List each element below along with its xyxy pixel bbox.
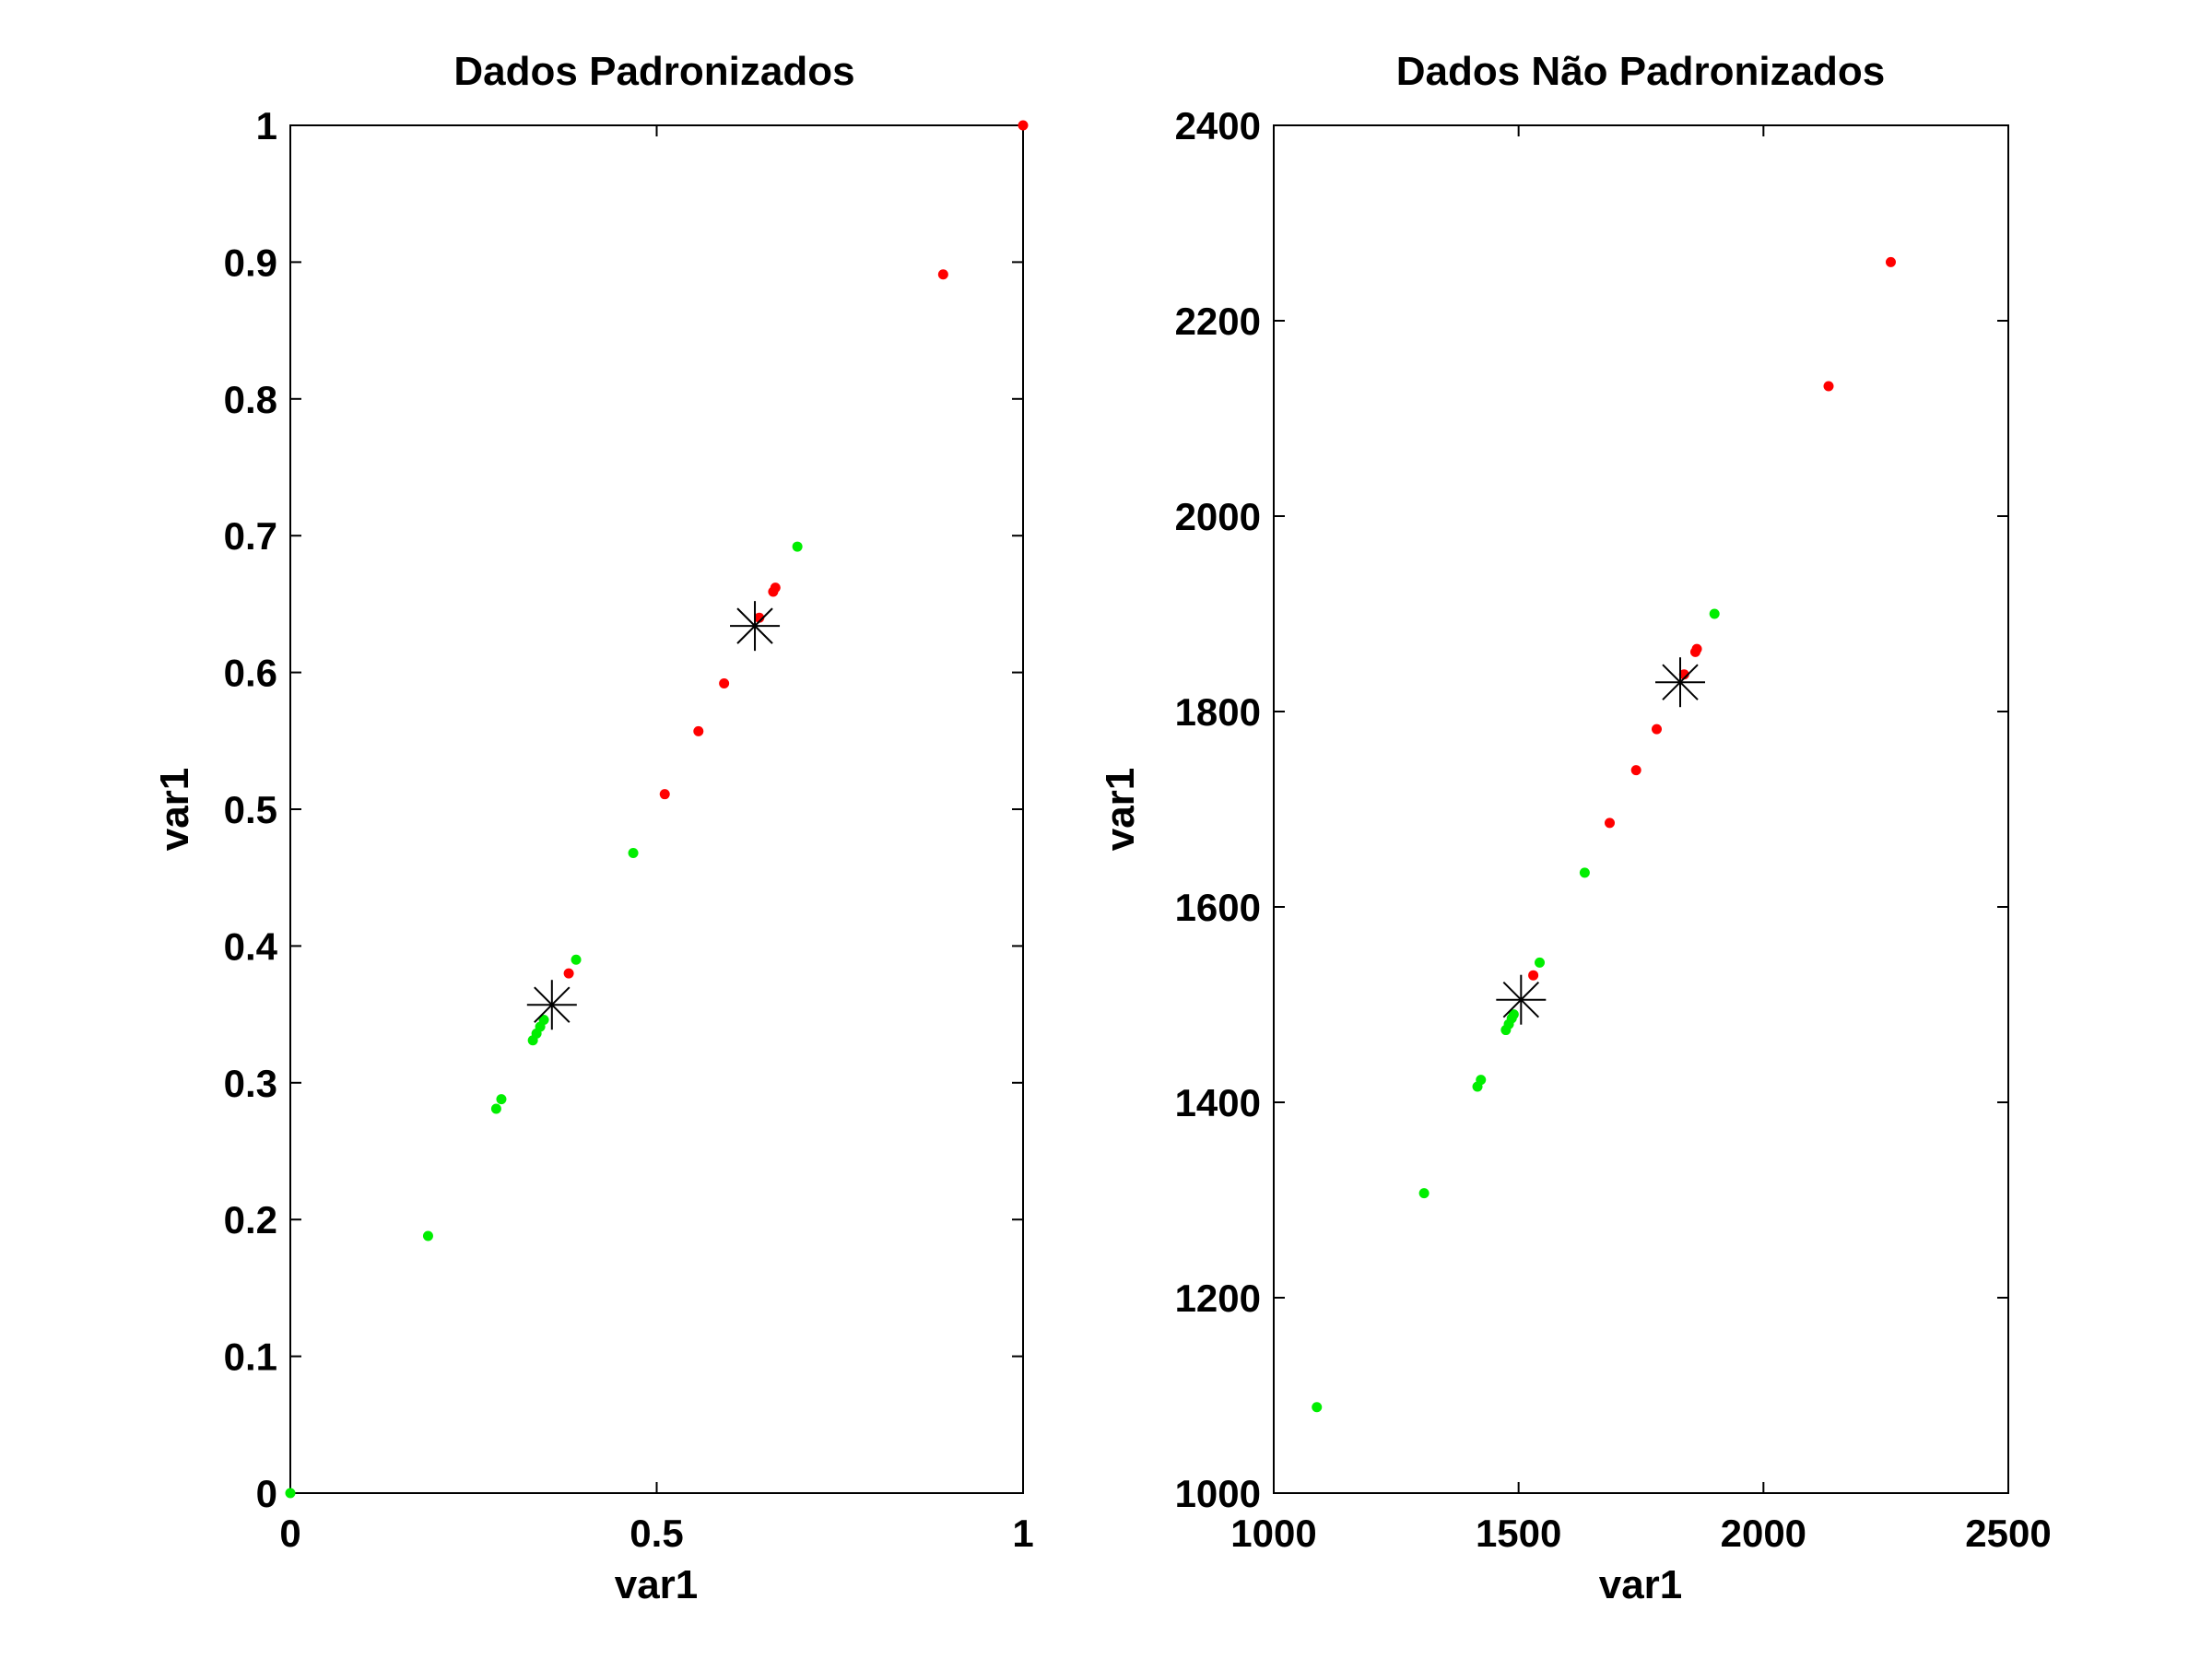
y-tick-label: 1400 bbox=[1175, 1081, 1261, 1124]
plot-area-frame bbox=[1273, 124, 2009, 1494]
y-tick-label: 0.4 bbox=[224, 924, 278, 968]
red-point bbox=[1630, 765, 1641, 776]
centroid-star-marker bbox=[526, 980, 577, 1030]
green-point bbox=[571, 954, 582, 965]
red-point bbox=[659, 789, 670, 800]
axis-ticks: 1000 1500 2000 2500 1000 1200 1400 1600 1800 2000… bbox=[1175, 104, 2052, 1555]
y-tick-label: 2000 bbox=[1175, 495, 1261, 538]
green-point bbox=[1709, 608, 1720, 619]
red-point bbox=[1885, 256, 1896, 267]
y-tick-label: 0.8 bbox=[224, 378, 277, 421]
y-tick-label: 2200 bbox=[1175, 300, 1261, 343]
y-tick-label: 1200 bbox=[1175, 1277, 1261, 1320]
red-point bbox=[1652, 724, 1663, 735]
y-tick-label: 0.3 bbox=[224, 1062, 277, 1105]
red-point bbox=[1691, 643, 1702, 654]
red-point bbox=[1528, 970, 1539, 981]
y-tick-label: 1600 bbox=[1175, 886, 1261, 929]
chart-title: Dados Padronizados bbox=[453, 49, 854, 94]
green-point bbox=[1312, 1402, 1323, 1413]
green-point bbox=[792, 541, 803, 552]
x-tick-label: 1000 bbox=[1230, 1512, 1316, 1555]
green-point bbox=[628, 847, 639, 858]
data-points bbox=[1312, 256, 1896, 1413]
y-tick-label: 0.9 bbox=[224, 241, 277, 284]
y-tick-label: 1000 bbox=[1175, 1472, 1261, 1515]
x-tick-label: 2500 bbox=[1965, 1512, 2051, 1555]
red-point bbox=[1823, 381, 1834, 392]
centroid-star-marker bbox=[1655, 657, 1706, 708]
centroid-star-marker bbox=[1496, 974, 1547, 1025]
red-point bbox=[563, 968, 574, 979]
red-point bbox=[1018, 120, 1029, 131]
green-point bbox=[1579, 867, 1590, 878]
x-tick-label: 0 bbox=[279, 1512, 300, 1555]
red-point bbox=[770, 582, 781, 594]
data-points bbox=[285, 120, 1029, 1499]
y-tick-label: 1 bbox=[256, 104, 277, 147]
centroid-star-marker bbox=[730, 601, 781, 652]
green-point bbox=[496, 1094, 507, 1105]
red-point bbox=[937, 269, 948, 280]
y-tick-label: 0.1 bbox=[224, 1335, 277, 1379]
x-tick-label: 2000 bbox=[1721, 1512, 1806, 1555]
green-point bbox=[1535, 957, 1546, 968]
subplot-not-standardized: Dados Não Padronizados 1000 1500 2000 25001… bbox=[1098, 49, 2052, 1607]
y-tick-label: 1800 bbox=[1175, 690, 1261, 734]
green-point bbox=[1508, 1009, 1519, 1020]
green-point bbox=[285, 1488, 296, 1499]
x-tick-label: 0.5 bbox=[629, 1512, 683, 1555]
chart-title: Dados Não Padronizados bbox=[1396, 49, 1886, 94]
y-tick-label: 0.5 bbox=[224, 788, 277, 831]
x-tick-label: 1500 bbox=[1476, 1512, 1561, 1555]
y-tick-label: 0.2 bbox=[224, 1198, 277, 1241]
x-axis-label: var1 bbox=[615, 1562, 699, 1607]
red-point bbox=[719, 677, 730, 688]
green-point bbox=[490, 1103, 501, 1114]
x-tick-label: 1 bbox=[1012, 1512, 1033, 1555]
red-point bbox=[693, 725, 704, 736]
x-axis-label: var1 bbox=[1599, 1562, 1683, 1607]
green-point bbox=[1476, 1075, 1487, 1086]
red-point bbox=[1604, 818, 1615, 829]
y-axis-label: var1 bbox=[152, 768, 197, 852]
y-tick-label: 0 bbox=[256, 1472, 277, 1515]
axis-ticks: 0 0.5 1 0 0.1 0.2 0.3 0.4 0.5 0.6 0.7 0.8 0.9 1 bbox=[224, 104, 1034, 1555]
y-tick-label: 0.6 bbox=[224, 652, 277, 695]
y-axis-label: var1 bbox=[1098, 768, 1143, 852]
subplot-standardized: Dados Padronizados 0 0.5 1 0 0.1 0.2 0.3 0.4 0.5… bbox=[152, 49, 1034, 1607]
green-point bbox=[422, 1230, 433, 1241]
green-point bbox=[1418, 1188, 1430, 1199]
y-tick-label: 0.7 bbox=[224, 514, 277, 558]
green-point bbox=[538, 1015, 549, 1026]
y-tick-label: 2400 bbox=[1175, 104, 1261, 147]
